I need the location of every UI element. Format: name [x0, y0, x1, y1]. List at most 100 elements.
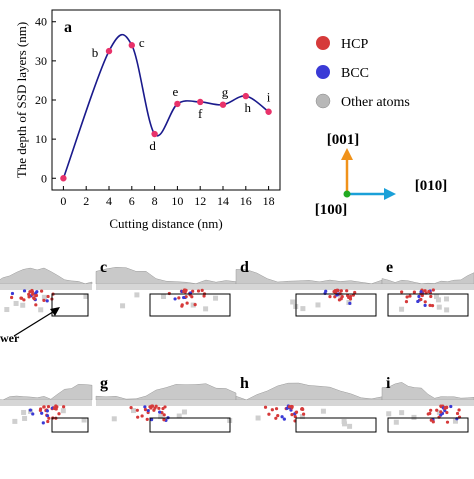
defect-atom: [202, 294, 206, 298]
defect-atom: [177, 296, 181, 300]
chip-atoms: [95, 383, 237, 401]
defect-atom: [180, 304, 184, 308]
defect-atom: [140, 414, 144, 418]
defect-atom: [143, 408, 148, 412]
surface-atoms: [382, 284, 474, 290]
defect-atom: [27, 295, 31, 299]
defect-atom: [30, 292, 35, 296]
defect-atom: [294, 410, 299, 414]
legend-swatch-hcp: [316, 36, 330, 50]
defect-atom: [339, 289, 343, 293]
snapshot-panel: c: [95, 259, 237, 317]
defect-atom: [42, 298, 46, 302]
debris-atom: [22, 415, 28, 421]
defect-atom: [333, 295, 337, 299]
defect-atom: [162, 418, 166, 422]
defect-atom: [405, 295, 409, 299]
debris-atom: [203, 306, 209, 312]
surface-atoms: [382, 400, 474, 406]
defect-atom: [150, 404, 154, 408]
surface-atoms: [236, 400, 382, 406]
defect-atom: [443, 409, 447, 413]
legend-label-hcp: HCP: [341, 37, 368, 52]
defect-atom: [185, 301, 189, 305]
y-tick-label: 0: [41, 171, 47, 185]
debris-atom: [13, 300, 19, 306]
defect-atom: [439, 410, 443, 414]
x-tick-label: 18: [263, 194, 275, 208]
defect-atom: [427, 289, 431, 294]
triad-label-100: [100]: [315, 202, 348, 218]
callout-arrowhead-icon: [50, 307, 60, 316]
ssd-region-box: [51, 293, 89, 317]
debris-atom: [393, 419, 399, 425]
defect-atom: [282, 417, 286, 421]
defect-atom: [276, 414, 280, 418]
x-tick-label: 14: [217, 194, 229, 208]
data-point: [219, 101, 227, 108]
defect-atom: [22, 289, 27, 293]
legend-label-other: Other atoms: [341, 95, 410, 110]
defect-atom: [46, 419, 50, 424]
debris-atom: [386, 411, 392, 417]
data-point: [242, 92, 249, 100]
legend-swatch-bcc: [316, 65, 330, 79]
defect-atom: [404, 300, 409, 304]
ssd-region-box: [295, 293, 377, 317]
chip-atoms: [0, 267, 93, 285]
defect-atom: [135, 408, 139, 412]
debris-atom: [341, 418, 347, 424]
defect-atom: [445, 410, 449, 415]
x-tick-label: 8: [152, 194, 158, 208]
defect-atom: [158, 410, 162, 414]
x-tick-label: 10: [171, 194, 183, 208]
debris-atom: [81, 417, 87, 423]
defect-atom: [287, 405, 291, 409]
defect-atom: [443, 406, 447, 410]
legend: HCP BCC Other atoms: [315, 36, 410, 110]
defect-atom: [40, 289, 44, 293]
data-point: [151, 130, 158, 138]
y-arrowhead-icon: [384, 188, 396, 200]
defect-atom: [150, 418, 154, 422]
debris-atom: [347, 423, 353, 429]
snapshot-panel: [0, 267, 93, 317]
debris-atom: [131, 408, 137, 414]
defect-atom: [184, 288, 188, 292]
debris-atom: [213, 295, 219, 301]
defect-atom: [28, 408, 33, 412]
defect-atom: [274, 407, 279, 411]
debris-atom: [444, 307, 450, 313]
defect-atom: [419, 290, 423, 294]
defect-atom: [152, 408, 156, 412]
snapshot-panel: e: [381, 259, 474, 317]
defect-atom: [274, 416, 278, 420]
legend-item-bcc: BCC: [316, 65, 369, 81]
debris-atom: [160, 294, 166, 300]
debris-atom: [41, 294, 47, 300]
debris-atom: [181, 409, 187, 415]
debris-atom: [315, 302, 321, 308]
defect-atom: [10, 295, 14, 300]
defect-atom: [267, 412, 271, 416]
debris-atom: [111, 416, 117, 422]
chart-a: 0 10 20 30 40 0 2 4 6 8 10 12 14 16 18 b c d e f g hi a Cut…: [14, 9, 281, 231]
defect-atom: [136, 415, 140, 419]
snapshot-panel: d: [235, 259, 383, 317]
defect-atom: [46, 405, 51, 409]
defect-atom: [435, 408, 439, 412]
defect-atom: [34, 293, 39, 298]
callout-arrow-line: [13, 309, 57, 337]
legend-swatch-other: [315, 93, 331, 109]
defect-atom: [431, 288, 435, 292]
callout: wer: [0, 307, 60, 345]
defect-atom: [429, 408, 433, 412]
defect-atom: [345, 289, 349, 293]
orientation-triad: [001] [010] [100]: [315, 132, 448, 218]
surface-atoms: [0, 284, 92, 290]
debris-atom: [399, 410, 405, 416]
defect-atom: [30, 288, 34, 293]
chip-atoms: [235, 382, 383, 401]
data-point: [265, 108, 272, 115]
